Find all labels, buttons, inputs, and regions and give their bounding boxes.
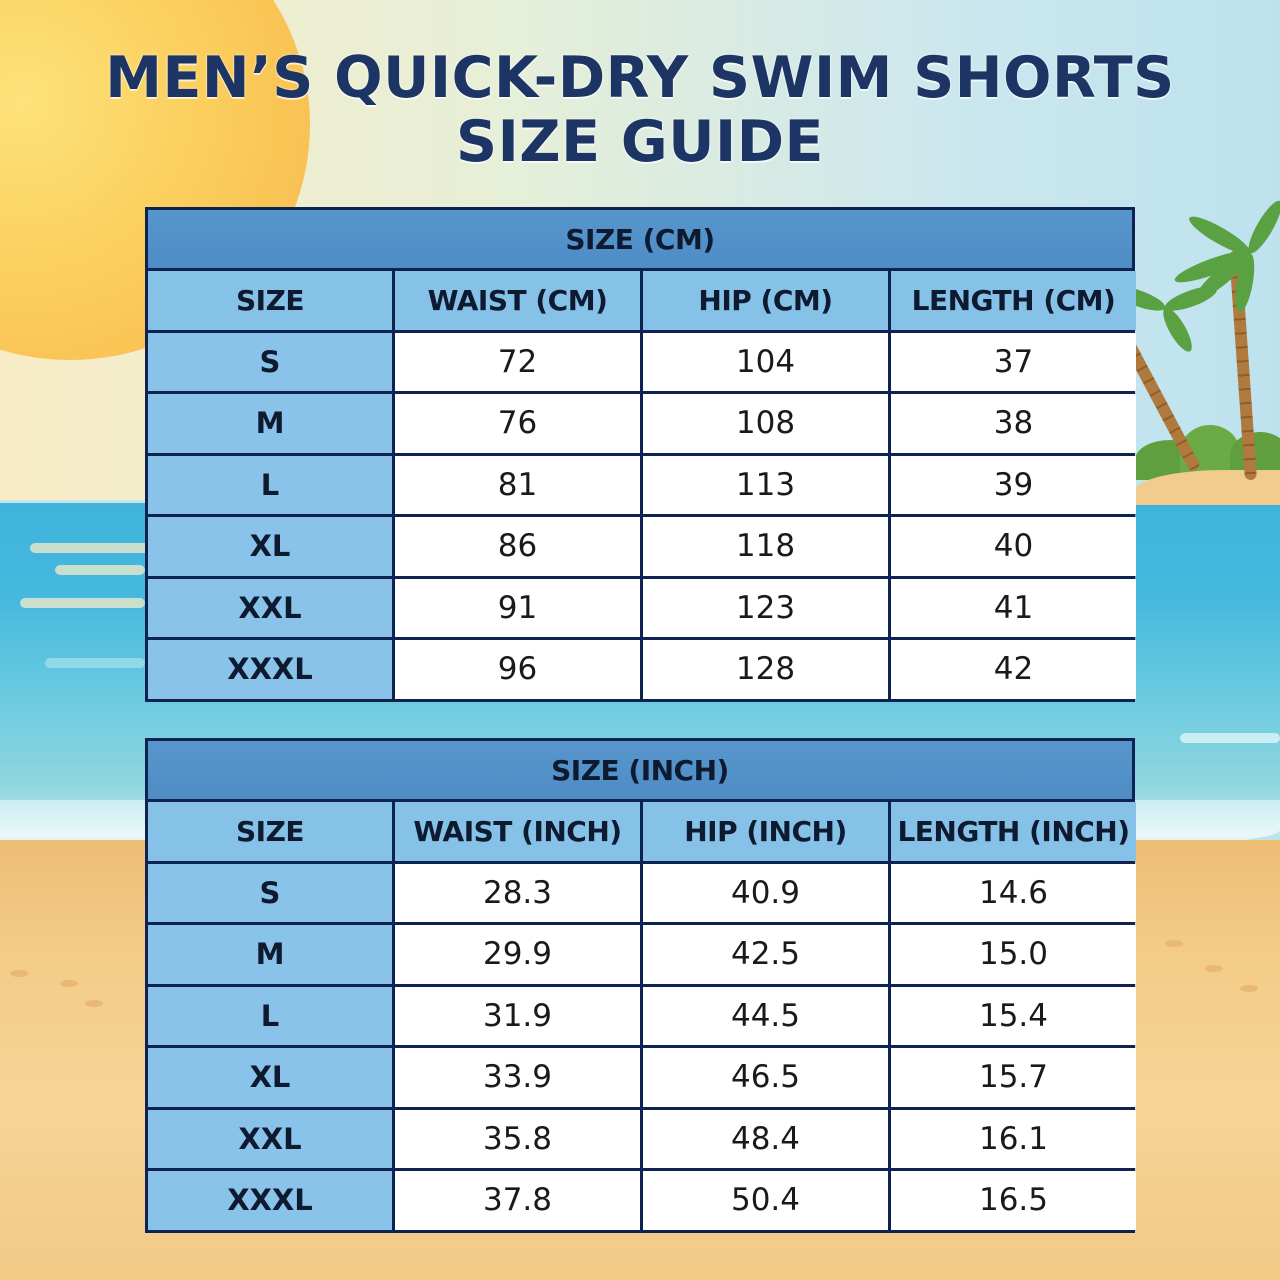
hip-cell: 104	[643, 332, 888, 391]
hip-cell: 50.4	[643, 1171, 888, 1230]
palm-tree-icon	[1110, 190, 1280, 490]
length-cell: 16.5	[891, 1171, 1136, 1230]
length-cell: 15.4	[891, 986, 1136, 1045]
length-cell: 40	[891, 517, 1136, 576]
header-hip: HIP (INCH)	[643, 802, 888, 861]
header-length: LENGTH (CM)	[891, 271, 1136, 330]
page-title: MEN’S QUICK-DRY SWIM SHORTS SIZE GUIDE	[0, 46, 1280, 174]
hip-cell: 123	[643, 578, 888, 637]
header-waist: WAIST (CM)	[395, 271, 640, 330]
hip-cell: 42.5	[643, 925, 888, 984]
table-row: M 29.9 42.5 15.0	[148, 925, 1136, 984]
hip-cell: 40.9	[643, 863, 888, 922]
island	[1135, 420, 1280, 505]
header-waist: WAIST (INCH)	[395, 802, 640, 861]
size-cell: S	[148, 332, 392, 391]
size-cell: XXXL	[148, 640, 392, 699]
size-cell: XXL	[148, 578, 392, 637]
waist-cell: 33.9	[395, 1048, 640, 1107]
table-row: S 72 104 37	[148, 332, 1136, 391]
hip-cell: 118	[643, 517, 888, 576]
title-line-1: MEN’S QUICK-DRY SWIM SHORTS	[105, 45, 1175, 111]
hip-cell: 108	[643, 394, 888, 453]
length-cell: 39	[891, 455, 1136, 514]
waist-cell: 29.9	[395, 925, 640, 984]
waist-cell: 96	[395, 640, 640, 699]
table-title: SIZE (INCH)	[148, 741, 1132, 802]
size-cell: L	[148, 986, 392, 1045]
size-table-cm: SIZE (CM) SIZE WAIST (CM) HIP (CM) LENGT…	[145, 207, 1136, 702]
length-cell: 38	[891, 394, 1136, 453]
size-cell: XXXL	[148, 1171, 392, 1230]
table-row: XXL 91 123 41	[148, 578, 1136, 637]
waist-cell: 76	[395, 394, 640, 453]
waist-cell: 91	[395, 578, 640, 637]
size-cell: XL	[148, 1048, 392, 1107]
length-cell: 42	[891, 640, 1136, 699]
hip-cell: 44.5	[643, 986, 888, 1045]
table-row: XXL 35.8 48.4 16.1	[148, 1109, 1136, 1168]
waist-cell: 72	[395, 332, 640, 391]
table-header-row: SIZE WAIST (CM) HIP (CM) LENGTH (CM)	[148, 271, 1136, 330]
waist-cell: 37.8	[395, 1171, 640, 1230]
table-row: L 81 113 39	[148, 455, 1136, 514]
size-cell: L	[148, 455, 392, 514]
header-hip: HIP (CM)	[643, 271, 888, 330]
hip-cell: 46.5	[643, 1048, 888, 1107]
header-size: SIZE	[148, 271, 392, 330]
waist-cell: 81	[395, 455, 640, 514]
table-row: XL 33.9 46.5 15.7	[148, 1048, 1136, 1107]
waist-cell: 31.9	[395, 986, 640, 1045]
waist-cell: 28.3	[395, 863, 640, 922]
table-header-row: SIZE WAIST (INCH) HIP (INCH) LENGTH (INC…	[148, 802, 1136, 861]
waist-cell: 35.8	[395, 1109, 640, 1168]
waist-cell: 86	[395, 517, 640, 576]
hip-cell: 113	[643, 455, 888, 514]
size-cell: M	[148, 394, 392, 453]
table-title: SIZE (CM)	[148, 210, 1132, 271]
size-table-inch: SIZE (INCH) SIZE WAIST (INCH) HIP (INCH)…	[145, 738, 1136, 1233]
size-cell: M	[148, 925, 392, 984]
table-row: M 76 108 38	[148, 394, 1136, 453]
table-row: XXXL 96 128 42	[148, 640, 1136, 699]
hip-cell: 48.4	[643, 1109, 888, 1168]
table-row: L 31.9 44.5 15.4	[148, 986, 1136, 1045]
size-cell: XXL	[148, 1109, 392, 1168]
length-cell: 37	[891, 332, 1136, 391]
length-cell: 15.0	[891, 925, 1136, 984]
table-row: XXXL 37.8 50.4 16.5	[148, 1171, 1136, 1230]
hip-cell: 128	[643, 640, 888, 699]
length-cell: 15.7	[891, 1048, 1136, 1107]
length-cell: 41	[891, 578, 1136, 637]
header-length: LENGTH (INCH)	[891, 802, 1136, 861]
table-row: XL 86 118 40	[148, 517, 1136, 576]
table-row: S 28.3 40.9 14.6	[148, 863, 1136, 922]
title-line-2: SIZE GUIDE	[456, 109, 824, 175]
length-cell: 14.6	[891, 863, 1136, 922]
size-cell: S	[148, 863, 392, 922]
header-size: SIZE	[148, 802, 392, 861]
length-cell: 16.1	[891, 1109, 1136, 1168]
size-cell: XL	[148, 517, 392, 576]
